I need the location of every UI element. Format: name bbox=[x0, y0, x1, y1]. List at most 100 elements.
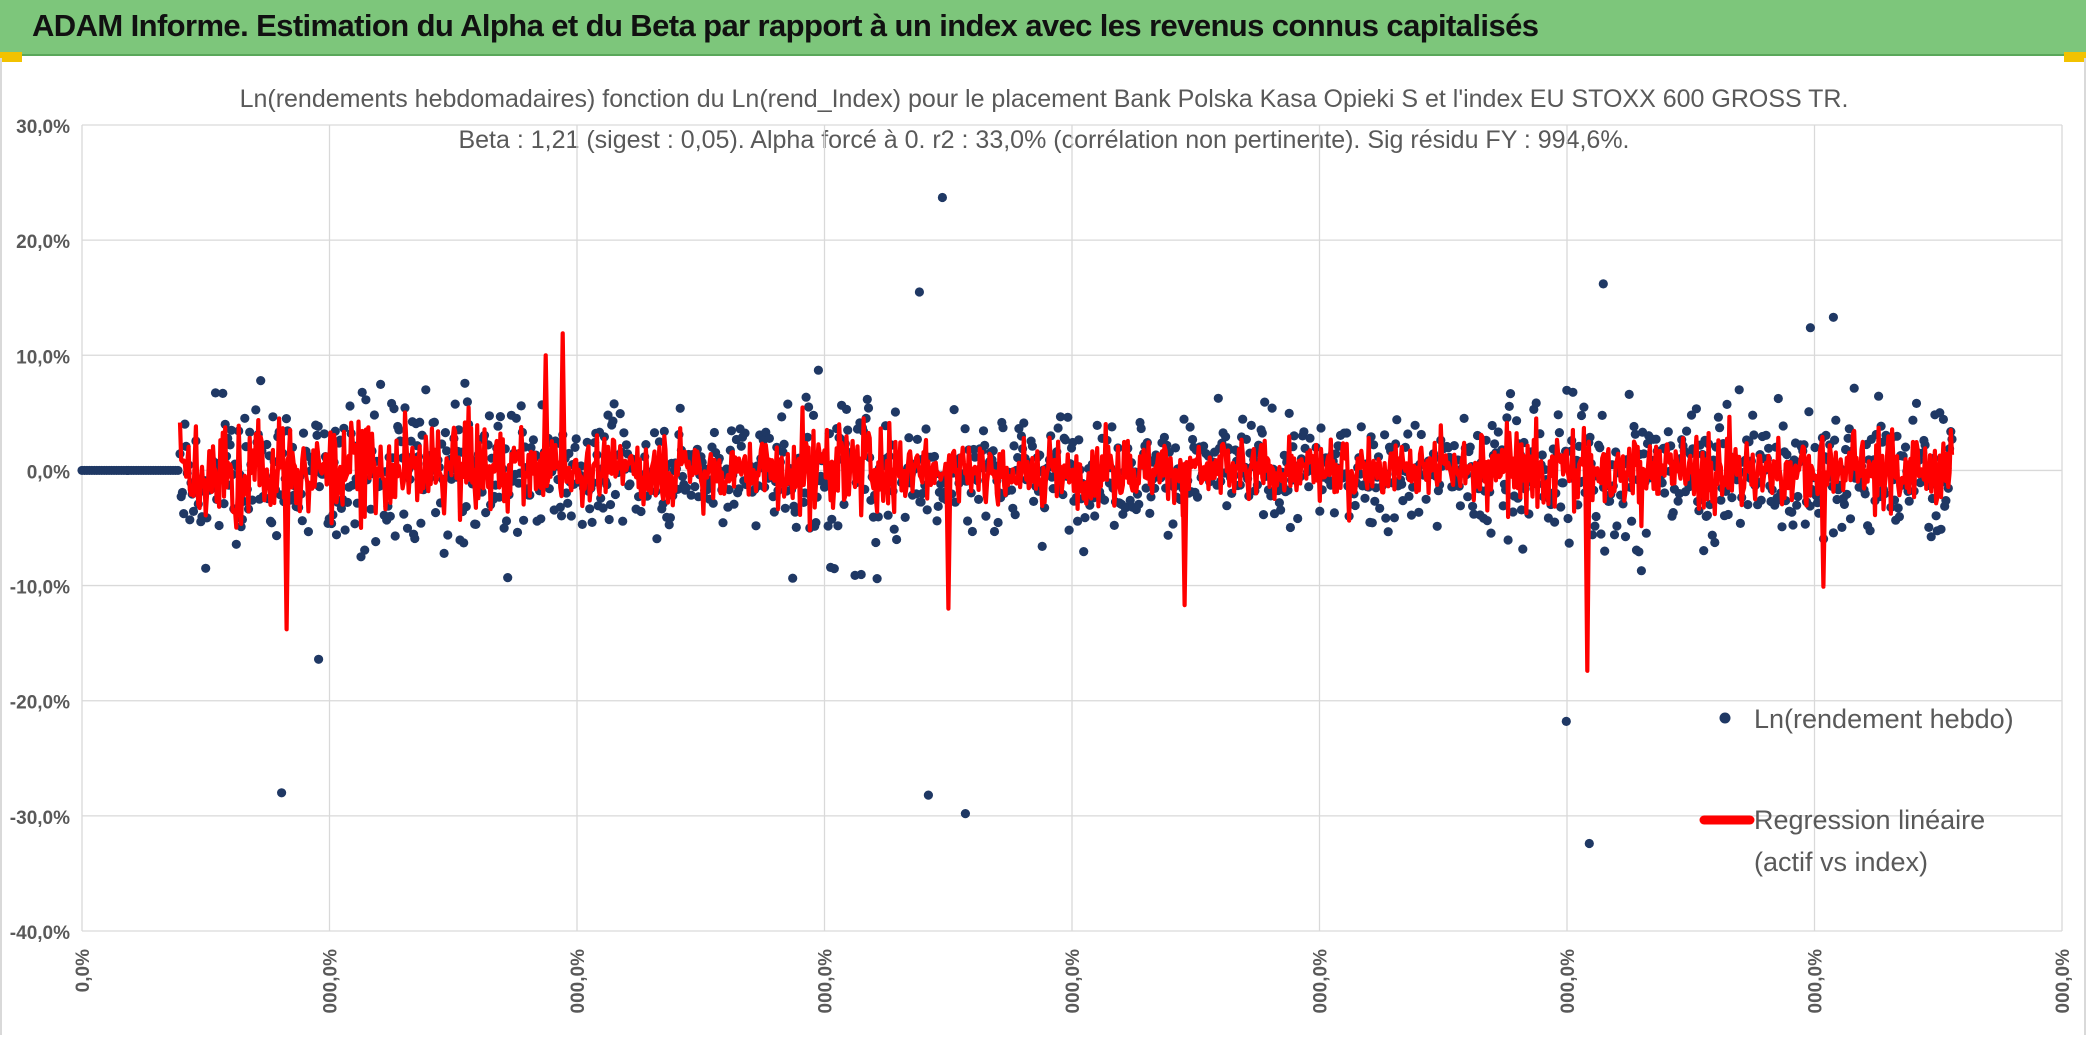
scatter-point bbox=[1107, 422, 1117, 432]
scatter-point bbox=[1609, 530, 1620, 540]
scatter-point bbox=[303, 527, 313, 537]
scatter-point bbox=[729, 499, 739, 509]
scatter-point bbox=[219, 499, 229, 509]
scatter-point bbox=[1605, 496, 1615, 506]
scatter-point bbox=[1179, 414, 1189, 424]
scatter-point bbox=[1550, 517, 1560, 527]
scatter-point bbox=[442, 446, 452, 456]
scatter-point bbox=[1556, 502, 1566, 512]
scatter-point bbox=[1845, 514, 1856, 524]
scatter-point bbox=[1370, 496, 1380, 506]
scatter-point bbox=[1585, 432, 1595, 442]
legend-label-regression-2: (actif vs index) bbox=[1754, 847, 1928, 877]
scatter-point bbox=[1793, 491, 1803, 502]
scatter-point bbox=[1518, 544, 1528, 554]
scatter-point bbox=[1503, 535, 1513, 545]
scatter-point bbox=[298, 428, 309, 438]
scatter-point bbox=[1092, 420, 1102, 430]
scatter-point bbox=[856, 569, 866, 580]
scatter-point bbox=[1199, 441, 1209, 451]
scatter-point bbox=[1257, 428, 1267, 438]
scatter-point bbox=[1553, 410, 1563, 420]
scatter-point bbox=[808, 410, 819, 420]
scatter-point bbox=[1830, 435, 1840, 445]
scatter-point bbox=[804, 402, 814, 412]
scatter-point bbox=[369, 410, 379, 420]
scatter-point bbox=[1516, 505, 1527, 515]
scatter-point bbox=[439, 548, 449, 558]
scatter-point bbox=[1713, 412, 1723, 422]
scatter-point bbox=[604, 514, 614, 525]
scatter-point bbox=[1019, 418, 1029, 428]
scatter-point bbox=[1136, 423, 1146, 434]
scatter-point bbox=[268, 412, 278, 422]
scatter-point bbox=[1624, 389, 1634, 399]
scatter-point bbox=[179, 509, 189, 519]
scatter-point bbox=[960, 809, 971, 819]
scatter-point bbox=[1383, 527, 1393, 537]
y-tick-label: -40,0% bbox=[10, 923, 70, 944]
y-tick-label: -30,0% bbox=[10, 808, 70, 829]
scatter-point bbox=[1660, 488, 1670, 498]
scatter-point bbox=[1865, 526, 1875, 536]
scatter-point bbox=[1893, 503, 1903, 513]
scatter-point bbox=[1792, 500, 1802, 510]
scatter-point bbox=[185, 515, 195, 525]
scatter-point bbox=[1911, 398, 1922, 408]
scatter-point bbox=[1360, 493, 1370, 503]
scatter-point bbox=[1788, 520, 1798, 530]
scatter-point bbox=[665, 513, 676, 523]
scatter-point bbox=[1027, 441, 1037, 451]
scatter-point bbox=[1090, 511, 1100, 521]
scatter-point bbox=[1598, 279, 1608, 289]
scatter-point bbox=[1125, 495, 1135, 505]
scatter-point bbox=[526, 443, 536, 453]
x-tick-label: 000,0% bbox=[1311, 949, 1332, 1014]
y-tick-label: 20,0% bbox=[16, 232, 70, 253]
scatter-point bbox=[571, 434, 581, 444]
scatter-point bbox=[245, 427, 255, 437]
scatter-point bbox=[981, 511, 991, 521]
scatter-point bbox=[361, 395, 371, 405]
scatter-point bbox=[608, 416, 618, 426]
scatter-point bbox=[1109, 520, 1119, 530]
scatter-point bbox=[1591, 511, 1601, 522]
scatter-point bbox=[833, 521, 843, 531]
scatter-point bbox=[1498, 501, 1508, 511]
scatter-point bbox=[201, 563, 211, 573]
scatter-point bbox=[1329, 508, 1339, 518]
scatter-point bbox=[1804, 407, 1814, 417]
scatter-point bbox=[1668, 508, 1678, 518]
scatter-point bbox=[1531, 398, 1541, 408]
scatter-point bbox=[960, 424, 970, 434]
scatter-point bbox=[678, 471, 688, 482]
scatter-point bbox=[1630, 429, 1640, 439]
scatter-point bbox=[904, 433, 914, 443]
scatter-point bbox=[272, 531, 282, 541]
scatter-point bbox=[764, 433, 775, 443]
scatter-point bbox=[503, 573, 513, 583]
scatter-point bbox=[709, 427, 720, 438]
scatter-point bbox=[780, 503, 790, 513]
scatter-point bbox=[1723, 509, 1733, 520]
scatter-point bbox=[912, 434, 923, 444]
scatter-point bbox=[664, 520, 674, 530]
scatter-point bbox=[421, 385, 431, 395]
scatter-point bbox=[998, 423, 1008, 433]
scatter-point bbox=[1403, 429, 1413, 439]
scatter-point bbox=[1246, 420, 1256, 430]
scatter-point bbox=[1493, 427, 1503, 437]
scatter-point bbox=[1843, 433, 1853, 443]
scatter-point bbox=[933, 501, 943, 511]
scatter-point bbox=[1924, 522, 1934, 532]
scatter-point bbox=[511, 413, 521, 423]
scatter-point bbox=[923, 790, 934, 800]
scatter-point bbox=[1710, 537, 1720, 548]
scatter-point bbox=[1213, 393, 1223, 403]
scatter-point bbox=[210, 388, 221, 398]
right-corner-marker bbox=[2064, 52, 2086, 62]
scatter-point bbox=[251, 405, 261, 415]
scatter-point bbox=[1748, 410, 1758, 420]
left-corner-marker bbox=[0, 52, 22, 62]
scatter-point bbox=[410, 533, 420, 544]
